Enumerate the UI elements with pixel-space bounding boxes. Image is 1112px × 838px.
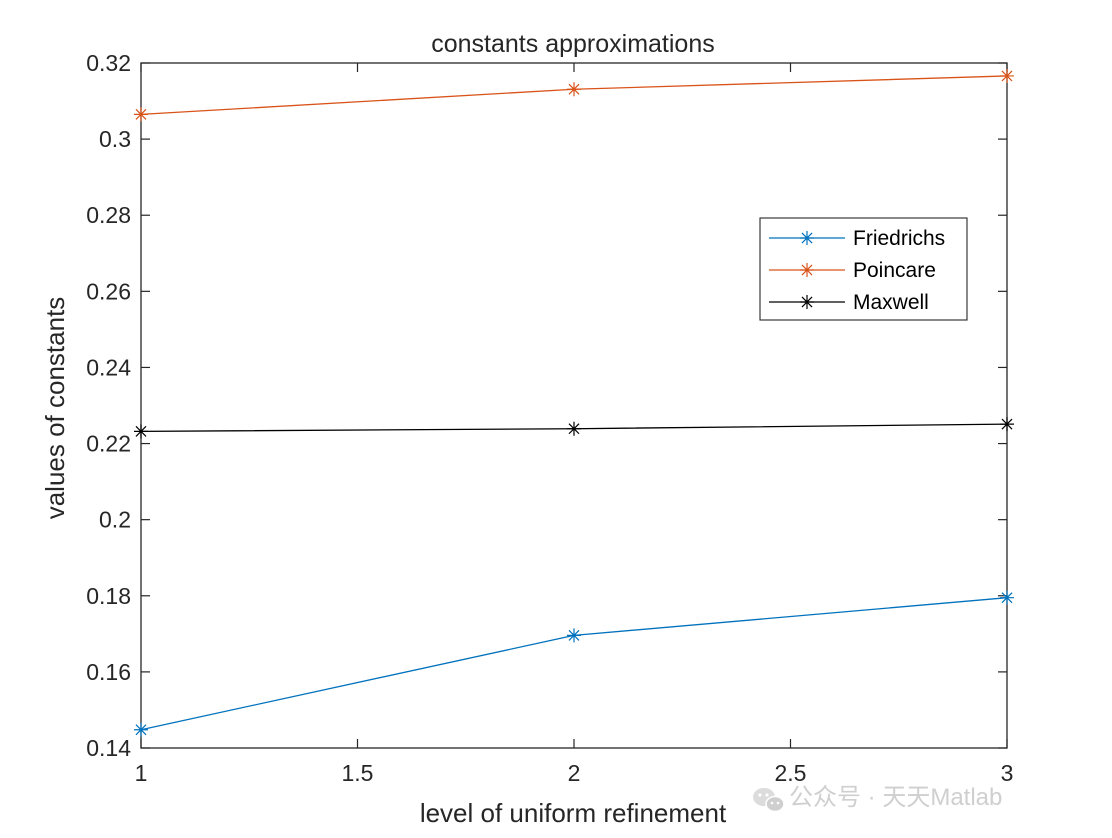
y-tick-label: 0.16 [86, 659, 131, 685]
data-point-friedrichs [1000, 590, 1014, 605]
wechat-icon [753, 788, 785, 813]
x-tick-label: 3 [1001, 760, 1014, 786]
legend-item: Friedrichs [769, 227, 945, 250]
legend-marker [800, 263, 814, 277]
legend-marker [800, 295, 814, 309]
legend-label: Poincare [853, 259, 936, 282]
legend: Friedrichs Poincare Maxwell [759, 217, 968, 321]
x-axis-label: level of uniform refinement [420, 798, 727, 828]
y-tick-label: 0.14 [86, 735, 131, 761]
data-point-maxwell [134, 424, 148, 439]
data-point-poincare [134, 107, 148, 122]
y-axis-label: values of constants [40, 297, 70, 520]
plot-area: 1 1.5 2 2.5 3 0.14 0.16 0.18 0.2 0.22 0.24 0.26 0.28… [86, 50, 1014, 786]
data-point-poincare [567, 82, 581, 97]
watermark: 公众号 · 天天Matlab [753, 784, 1002, 813]
x-tick-label: 1.5 [342, 760, 374, 786]
data-point-maxwell [567, 421, 581, 436]
y-tick-label: 0.22 [86, 431, 131, 457]
legend-label: Maxwell [853, 291, 929, 314]
y-tick-label: 0.28 [86, 202, 131, 228]
y-tick-label: 0.32 [86, 50, 131, 76]
y-tick-label: 0.26 [86, 278, 131, 304]
axes-box [140, 62, 1008, 749]
legend-item: Poincare [769, 259, 936, 282]
x-tick-label: 1 [135, 760, 148, 786]
data-point-poincare [1000, 68, 1014, 83]
y-tick-label: 0.2 [99, 507, 131, 533]
x-tick-label: 2 [568, 760, 581, 786]
data-point-friedrichs [567, 628, 581, 643]
data-point-maxwell [1000, 417, 1014, 432]
y-tick-label: 0.3 [99, 126, 131, 152]
x-tick-label: 2.5 [775, 760, 807, 786]
y-tick-label: 0.24 [86, 354, 131, 380]
legend-marker [800, 231, 814, 245]
chart-title: constants approximations [431, 30, 714, 58]
legend-item: Maxwell [769, 291, 929, 314]
legend-box [759, 217, 968, 321]
data-point-friedrichs [134, 722, 148, 737]
watermark-text: 公众号 · 天天Matlab [789, 784, 1002, 811]
legend-label: Friedrichs [853, 227, 945, 250]
y-tick-label: 0.18 [86, 583, 131, 609]
